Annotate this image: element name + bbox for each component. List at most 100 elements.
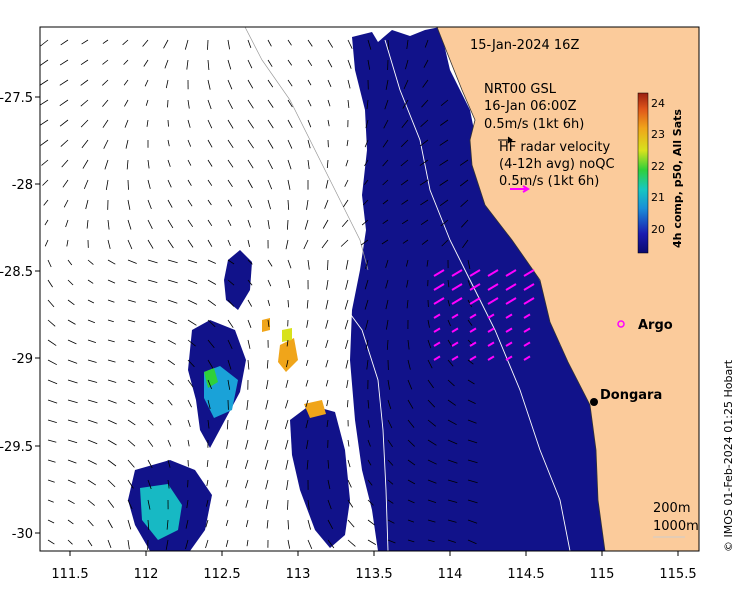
model-current-arrow (102, 79, 109, 86)
model-current-arrow (247, 239, 250, 247)
plot-frame (39, 26, 700, 552)
model-current-arrow (307, 539, 313, 550)
model-current-arrow (147, 379, 154, 384)
model-current-arrow (187, 299, 198, 305)
model-current-arrow (267, 59, 273, 67)
model-current-arrow (327, 99, 331, 107)
model-current-arrow (107, 459, 117, 467)
model-current-arrow (85, 199, 89, 210)
model-current-arrow (426, 259, 429, 267)
model-current-arrow (367, 499, 374, 506)
model-current-arrow (107, 359, 116, 363)
model-current-arrow (187, 259, 198, 264)
colorbar-tick-21: 21 (651, 191, 665, 204)
model-current-arrow (60, 139, 69, 147)
model-current-arrow (407, 419, 415, 428)
hf-radar-arrow (469, 313, 477, 319)
model-current-arrow (187, 119, 191, 128)
model-current-arrow (347, 439, 350, 447)
model-current-arrow (382, 159, 389, 167)
model-current-arrow (447, 359, 454, 367)
model-current-arrow (306, 459, 309, 470)
hf-radar-arrow (505, 327, 513, 333)
model-current-arrow (247, 219, 251, 228)
model-current-arrow (207, 259, 216, 264)
model-current-arrow (227, 159, 234, 168)
model-current-arrow (287, 159, 292, 170)
model-current-arrow (366, 99, 369, 110)
model-current-arrow (107, 219, 110, 230)
model-current-arrow (127, 439, 136, 447)
model-current-arrow (163, 39, 169, 49)
model-current-arrow (467, 279, 472, 289)
model-current-arrow (366, 359, 369, 370)
model-current-arrow (447, 499, 458, 503)
model-current-arrow (305, 399, 309, 408)
model-current-arrow (165, 79, 169, 89)
model-current-arrow (206, 459, 209, 467)
model-current-arrow (67, 339, 77, 345)
model-current-arrow (305, 419, 309, 429)
model-current-arrow (427, 519, 436, 523)
model-current-arrow (207, 239, 213, 247)
model-current-arrow (207, 59, 210, 71)
y-axis (35, 96, 40, 534)
model-current-arrow (387, 519, 395, 524)
model-current-arrow (439, 179, 449, 186)
model-current-arrow (187, 279, 198, 284)
model-current-arrow (287, 259, 292, 269)
model-current-arrow (247, 339, 251, 349)
model-current-arrow (386, 319, 389, 330)
hf-radar-arrow (433, 313, 441, 319)
x-tick-114: 114 (438, 567, 463, 582)
model-current-arrow (343, 199, 349, 208)
model-current-arrow (247, 179, 253, 189)
model-current-arrow (305, 359, 309, 367)
model-current-arrow (167, 439, 172, 447)
model-current-arrow (307, 119, 312, 128)
hf-radar-arrow (433, 327, 441, 333)
model-current-arrow (147, 159, 150, 169)
model-current-arrow (207, 339, 215, 349)
hf-radar-arrow (451, 355, 459, 361)
model-current-arrow (407, 519, 415, 523)
x-tick-114.5: 114.5 (507, 567, 544, 582)
model-current-arrow (326, 159, 329, 169)
model-current-arrow (362, 199, 369, 206)
hf-radar-arrow (505, 341, 513, 347)
model-current-arrow (327, 499, 332, 510)
model-current-arrow (287, 119, 293, 128)
model-current-arrow (440, 119, 449, 126)
colorbar-tick-23: 23 (651, 128, 665, 141)
model-current-arrow (81, 39, 89, 45)
model-current-arrow (167, 359, 176, 366)
model-current-arrow (124, 119, 129, 128)
model-current-arrow (67, 379, 78, 384)
model-current-arrow (227, 119, 234, 129)
model-current-arrow (427, 459, 437, 465)
model-current-arrow (461, 219, 469, 228)
model-current-arrow (147, 339, 156, 344)
model-current-arrow (187, 319, 197, 326)
model-current-arrow (83, 179, 89, 190)
model-current-arrow (207, 359, 214, 369)
model-current-arrow (267, 279, 272, 287)
model-current-arrow (307, 59, 313, 67)
model-current-arrow (187, 439, 190, 447)
model-current-arrow (47, 419, 57, 423)
model-current-arrow (364, 159, 369, 167)
model-current-arrow (107, 439, 117, 446)
hf-radar-arrow (487, 327, 495, 333)
model-current-arrow (364, 139, 369, 148)
bathymetry-200m (384, 39, 571, 551)
model-current-arrow (383, 119, 389, 129)
model-current-arrow (247, 99, 254, 109)
sst-warm-patch-6 (304, 400, 326, 418)
map-title: 15-Jan-2024 16Z (470, 38, 579, 53)
model-current-arrow (87, 399, 98, 404)
model-current-arrow (147, 399, 154, 405)
model-current-arrow (423, 59, 429, 68)
model-current-arrow (225, 519, 229, 527)
dongara-label: Dongara (600, 388, 662, 403)
model-current-arrow (447, 319, 451, 327)
